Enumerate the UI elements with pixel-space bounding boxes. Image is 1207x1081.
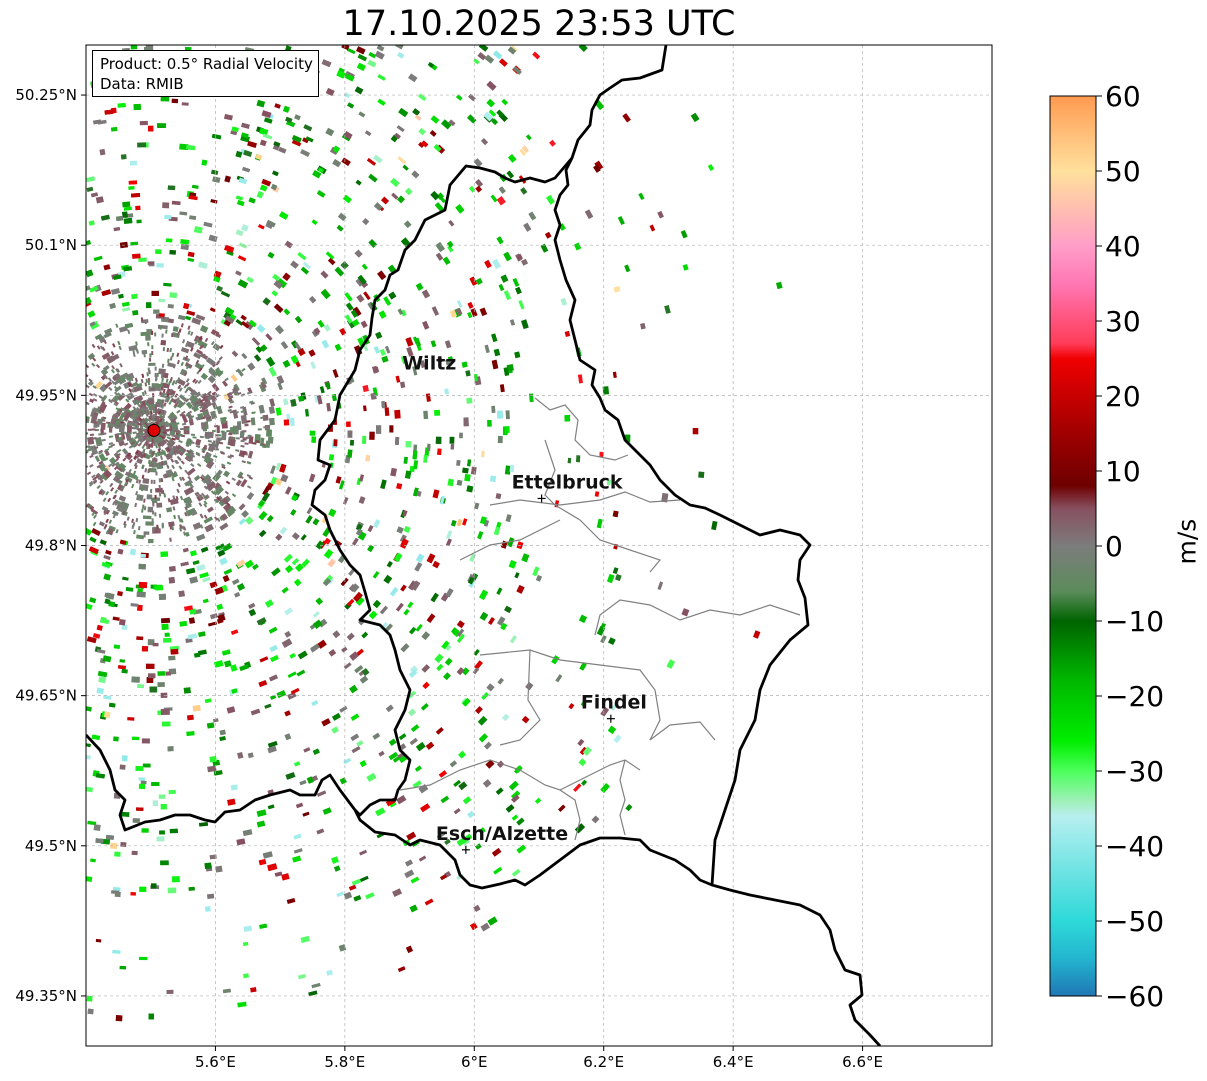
lat-tick-label: 49.95°N (15, 386, 77, 404)
place-label: Findel (581, 692, 647, 714)
lat-tick-label: 49.8°N (25, 537, 77, 555)
national-border (86, 45, 882, 1046)
colorbar-tick-label: 0 (1105, 530, 1123, 563)
colorbar-tick-label: −40 (1105, 830, 1164, 863)
colorbar-tick-label: −50 (1105, 905, 1164, 938)
colorbar-unit-label: m/s (1172, 518, 1202, 565)
lat-tick-label: 50.1°N (25, 236, 77, 254)
lon-tick-label: 5.8°E (324, 1053, 365, 1071)
colorbar-tick-label: 10 (1105, 455, 1141, 488)
lon-tick-label: 5.6°E (195, 1053, 236, 1071)
radar-echo-layer (86, 45, 783, 1022)
colorbar-ticks: 60 50 40 30 20 10 0 −10 −20 −30 −40 −50 −60 (1096, 80, 1164, 1013)
product-label: Product: 0.5° Radial Velocity (100, 55, 313, 73)
lat-tick-label: 49.5°N (25, 837, 77, 855)
colorbar-tick-label: −60 (1105, 980, 1164, 1013)
place-label: Wiltz (402, 352, 456, 374)
lon-tick-label: 6.4°E (713, 1053, 754, 1071)
colorbar-tick-label: −20 (1105, 680, 1164, 713)
place-marker (537, 494, 546, 503)
place-marker (461, 845, 470, 854)
lat-tick-label: 50.25°N (15, 86, 77, 104)
place-label: Ettelbruck (512, 471, 623, 493)
map-title: 17.10.2025 23:53 UTC (342, 4, 736, 44)
lat-tick-label: 49.35°N (15, 987, 77, 1005)
place-marker (606, 714, 615, 723)
colorbar-tick-label: 50 (1105, 155, 1141, 188)
colorbar-tick-label: −30 (1105, 755, 1164, 788)
place-label: Esch/Alzette (436, 823, 568, 845)
colorbar-tick-label: 40 (1105, 230, 1141, 263)
colorbar-tick-label: −10 (1105, 605, 1164, 638)
colorbar-tick-label: 60 (1105, 80, 1141, 113)
longitude-ticks: 5.6°E 5.8°E 6°E 6.2°E 6.4°E 6.6°E (195, 1046, 883, 1071)
lon-tick-label: 6.6°E (842, 1053, 883, 1071)
data-source-label: Data: RMIB (100, 75, 184, 93)
lon-tick-label: 6.2°E (583, 1053, 624, 1071)
place-labels: Wiltz Ettelbruck Findel Esch/Alzette (402, 352, 647, 854)
colorbar (1049, 95, 1097, 997)
graticule-grid (86, 45, 992, 1046)
product-info-box: Product: 0.5° Radial Velocity Data: RMIB (92, 50, 319, 97)
district-borders (399, 397, 801, 841)
lon-tick-label: 6°E (461, 1053, 488, 1071)
lat-tick-label: 49.65°N (15, 687, 77, 705)
colorbar-tick-label: 30 (1105, 305, 1141, 338)
latitude-ticks: 49.35°N 49.5°N 49.65°N 49.8°N 49.95°N 50.1°N 5… (15, 86, 86, 1005)
radar-site-marker[interactable] (147, 423, 161, 437)
colorbar-tick-label: 20 (1105, 380, 1141, 413)
